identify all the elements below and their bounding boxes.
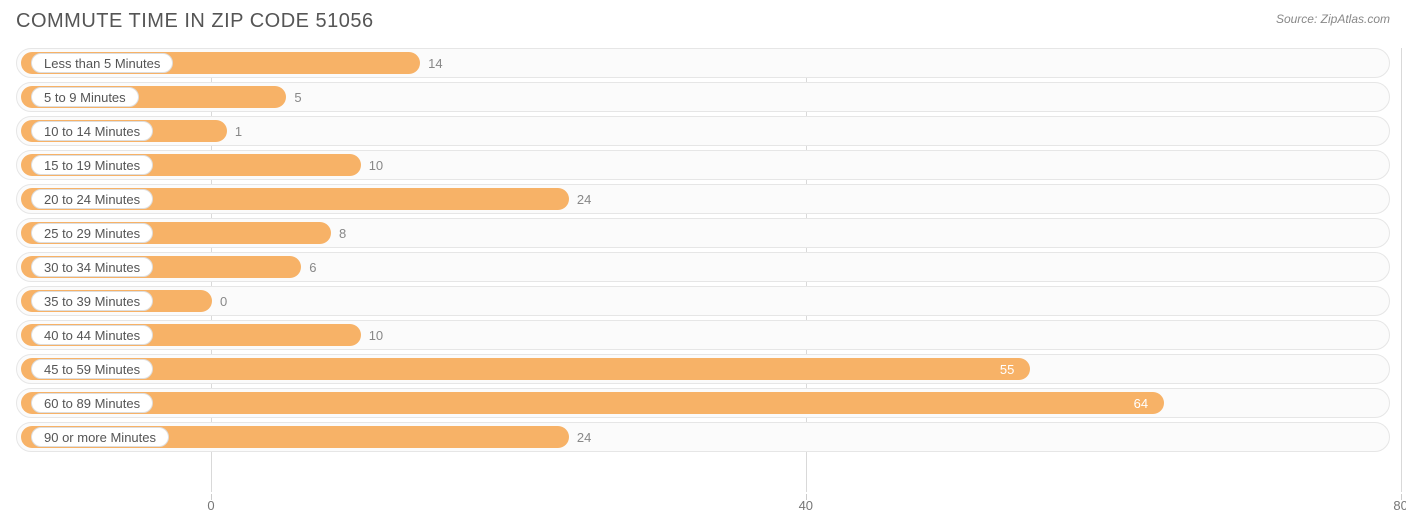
bar xyxy=(21,358,1030,380)
bar-value-label: 10 xyxy=(369,321,383,349)
bar-value-label: 1 xyxy=(235,117,242,145)
bar-value-label: 10 xyxy=(369,151,383,179)
bar-row: 20 to 24 Minutes 24 xyxy=(16,184,1390,214)
chart-plot-area: Less than 5 Minutes 14 5 to 9 Minutes 5 10 t… xyxy=(16,48,1390,492)
bar-row: Less than 5 Minutes 14 xyxy=(16,48,1390,78)
bar-row: 45 to 59 Minutes 55 xyxy=(16,354,1390,384)
bar-value-label: 55 xyxy=(1000,355,1014,383)
bar-value-label: 5 xyxy=(294,83,301,111)
bar-row: 60 to 89 Minutes 64 xyxy=(16,388,1390,418)
bar-value-label: 14 xyxy=(428,49,442,77)
bar-value-label: 0 xyxy=(220,287,227,315)
bar-value-label: 6 xyxy=(309,253,316,281)
bar-row: 35 to 39 Minutes 0 xyxy=(16,286,1390,316)
axis-tick-label: 80 xyxy=(1393,498,1406,513)
bar-row: 25 to 29 Minutes 8 xyxy=(16,218,1390,248)
bar-row: 10 to 14 Minutes 1 xyxy=(16,116,1390,146)
chart-header: COMMUTE TIME IN ZIP CODE 51056 Source: Z… xyxy=(0,0,1406,40)
gridline xyxy=(1401,48,1402,492)
category-label-pill: 20 to 24 Minutes xyxy=(31,189,153,209)
axis-tick-label: 40 xyxy=(799,498,813,513)
chart-title: COMMUTE TIME IN ZIP CODE 51056 xyxy=(16,10,374,32)
category-label-pill: 10 to 14 Minutes xyxy=(31,121,153,141)
bar-row: 30 to 34 Minutes 6 xyxy=(16,252,1390,282)
chart-x-axis: 04080 xyxy=(16,494,1390,514)
bar-row: 90 or more Minutes 24 xyxy=(16,422,1390,452)
category-label-pill: 35 to 39 Minutes xyxy=(31,291,153,311)
bar-value-label: 64 xyxy=(1134,389,1148,417)
category-label-pill: 5 to 9 Minutes xyxy=(31,87,139,107)
bar-row: 15 to 19 Minutes 10 xyxy=(16,150,1390,180)
bar-value-label: 8 xyxy=(339,219,346,247)
axis-tick-label: 0 xyxy=(207,498,214,513)
category-label-pill: 45 to 59 Minutes xyxy=(31,359,153,379)
chart-container: COMMUTE TIME IN ZIP CODE 51056 Source: Z… xyxy=(0,0,1406,524)
bar xyxy=(21,392,1164,414)
bar-value-label: 24 xyxy=(577,423,591,451)
bar-row: 5 to 9 Minutes 5 xyxy=(16,82,1390,112)
category-label-pill: 15 to 19 Minutes xyxy=(31,155,153,175)
category-label-pill: Less than 5 Minutes xyxy=(31,53,173,73)
bar-row: 40 to 44 Minutes 10 xyxy=(16,320,1390,350)
bar-value-label: 24 xyxy=(577,185,591,213)
category-label-pill: 40 to 44 Minutes xyxy=(31,325,153,345)
category-label-pill: 30 to 34 Minutes xyxy=(31,257,153,277)
chart-source: Source: ZipAtlas.com xyxy=(1276,12,1390,26)
category-label-pill: 90 or more Minutes xyxy=(31,427,169,447)
category-label-pill: 60 to 89 Minutes xyxy=(31,393,153,413)
category-label-pill: 25 to 29 Minutes xyxy=(31,223,153,243)
